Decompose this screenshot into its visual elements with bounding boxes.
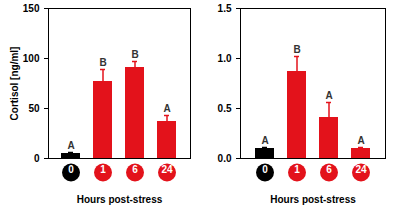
svg-text:50: 50 xyxy=(28,103,40,114)
svg-text:0: 0 xyxy=(262,164,268,175)
svg-text:24: 24 xyxy=(355,164,367,175)
svg-text:A: A xyxy=(261,135,268,146)
svg-text:A: A xyxy=(357,135,364,146)
svg-text:150: 150 xyxy=(23,3,40,14)
svg-text:100: 100 xyxy=(23,53,40,64)
svg-text:Hours post-stress: Hours post-stress xyxy=(77,194,163,205)
svg-text:0.0: 0.0 xyxy=(218,153,232,164)
svg-text:A: A xyxy=(163,103,170,114)
svg-text:Hours post-stress: Hours post-stress xyxy=(270,194,356,205)
svg-text:1.0: 1.0 xyxy=(218,53,232,64)
svg-text:1.5: 1.5 xyxy=(218,3,232,14)
svg-text:B: B xyxy=(99,57,106,68)
svg-text:24: 24 xyxy=(161,164,173,175)
svg-text:0: 0 xyxy=(34,153,40,164)
svg-text:6: 6 xyxy=(132,164,138,175)
svg-text:A: A xyxy=(67,140,74,151)
svg-text:0.5: 0.5 xyxy=(218,103,232,114)
svg-text:6: 6 xyxy=(326,164,332,175)
svg-text:A: A xyxy=(325,90,332,101)
svg-text:B: B xyxy=(131,49,138,60)
svg-text:1: 1 xyxy=(100,164,106,175)
svg-text:1: 1 xyxy=(294,164,300,175)
svg-text:Cortisol [ng/ml]: Cortisol [ng/ml] xyxy=(9,47,20,121)
svg-text:B: B xyxy=(293,44,300,55)
svg-text:0: 0 xyxy=(68,164,74,175)
